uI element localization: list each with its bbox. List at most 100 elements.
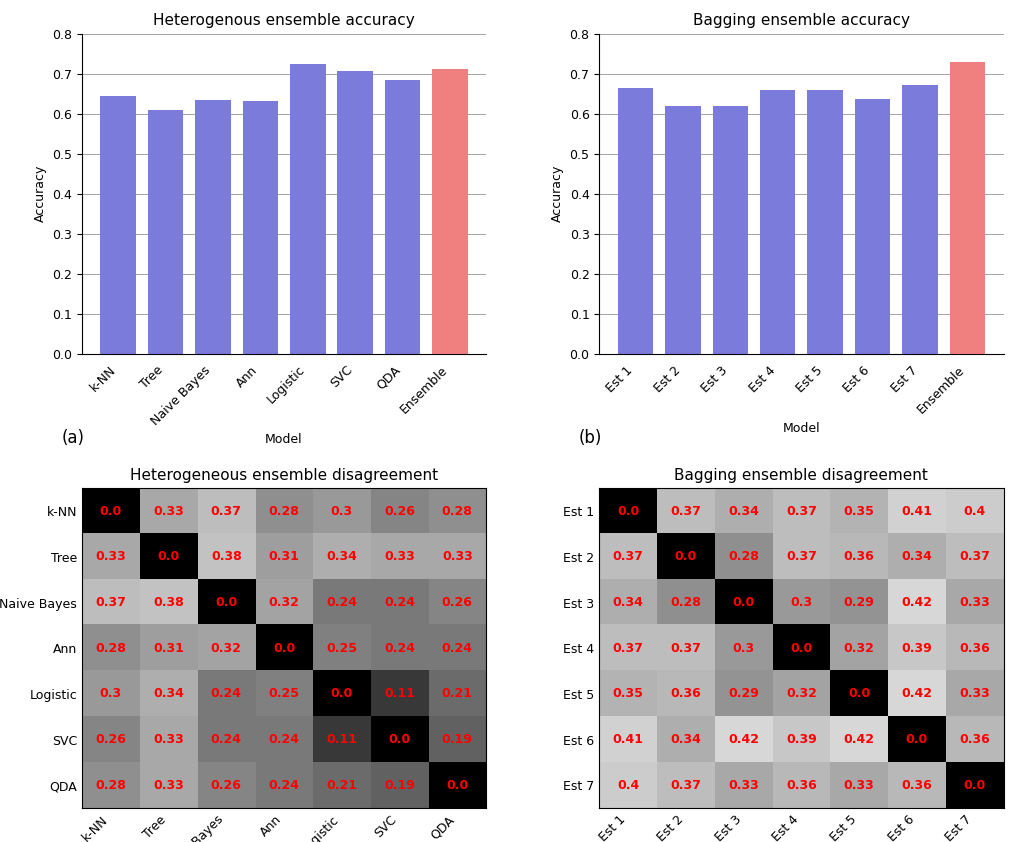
Text: (b): (b) (580, 429, 602, 447)
Text: 0.37: 0.37 (612, 642, 644, 655)
Bar (243, 100, 279, 354)
Text: 0.24: 0.24 (268, 779, 300, 792)
Text: 0.26: 0.26 (441, 596, 473, 609)
Text: 0.36: 0.36 (901, 779, 932, 792)
Bar (807, 90, 843, 354)
Text: 0.33: 0.33 (154, 779, 184, 792)
Text: 0.34: 0.34 (154, 688, 184, 701)
Text: 0.33: 0.33 (959, 688, 990, 701)
Text: 0.37: 0.37 (671, 642, 701, 655)
Text: 0.34: 0.34 (901, 551, 932, 563)
Text: 0.11: 0.11 (384, 688, 415, 701)
Text: 0.33: 0.33 (95, 551, 126, 563)
Title: Heterogeneous ensemble disagreement: Heterogeneous ensemble disagreement (130, 468, 438, 483)
Text: 0.33: 0.33 (154, 504, 184, 518)
Text: 0.24: 0.24 (327, 596, 357, 609)
Text: 0.0: 0.0 (158, 551, 179, 563)
Bar (385, 80, 420, 354)
Text: 0.34: 0.34 (671, 733, 701, 746)
Text: 0.21: 0.21 (441, 688, 473, 701)
Text: 0.0: 0.0 (215, 596, 238, 609)
Text: 0.36: 0.36 (671, 688, 701, 701)
Text: 0.37: 0.37 (671, 504, 701, 518)
Text: 0.25: 0.25 (327, 642, 357, 655)
Text: 0.33: 0.33 (442, 551, 473, 563)
Text: 0.24: 0.24 (384, 642, 415, 655)
Bar (617, 88, 653, 354)
Text: 0.24: 0.24 (211, 688, 242, 701)
Text: 0.29: 0.29 (844, 596, 874, 609)
Text: 0.32: 0.32 (211, 642, 242, 655)
Text: 0.0: 0.0 (617, 504, 639, 518)
Bar (713, 106, 749, 354)
Text: 0.26: 0.26 (95, 733, 126, 746)
Text: 0.0: 0.0 (964, 779, 986, 792)
Text: 0.28: 0.28 (95, 642, 126, 655)
Text: 0.36: 0.36 (959, 642, 990, 655)
Text: 0.0: 0.0 (388, 733, 411, 746)
Text: 0.0: 0.0 (848, 688, 870, 701)
Text: 0.31: 0.31 (268, 551, 299, 563)
Text: 0.37: 0.37 (612, 551, 644, 563)
X-axis label: Model: Model (782, 422, 820, 434)
Text: 0.4: 0.4 (617, 779, 639, 792)
Bar (290, 65, 326, 354)
Text: 0.42: 0.42 (844, 733, 874, 746)
Text: 0.3: 0.3 (791, 596, 812, 609)
Text: 0.41: 0.41 (612, 733, 644, 746)
Text: 0.39: 0.39 (786, 733, 817, 746)
Text: 0.39: 0.39 (901, 642, 932, 655)
Bar (337, 71, 373, 354)
Text: 0.42: 0.42 (901, 596, 933, 609)
Text: 0.33: 0.33 (959, 596, 990, 609)
Bar (196, 99, 230, 354)
Text: 0.38: 0.38 (211, 551, 242, 563)
Text: 0.28: 0.28 (441, 504, 473, 518)
Text: 0.33: 0.33 (844, 779, 874, 792)
Text: 0.3: 0.3 (331, 504, 353, 518)
Text: 0.24: 0.24 (441, 642, 473, 655)
Text: 0.26: 0.26 (384, 504, 415, 518)
Text: 0.24: 0.24 (384, 596, 415, 609)
Bar (147, 109, 183, 354)
Text: 0.29: 0.29 (728, 688, 759, 701)
Text: 0.24: 0.24 (268, 733, 300, 746)
Text: 0.31: 0.31 (154, 642, 184, 655)
Bar (432, 69, 468, 354)
Text: 0.33: 0.33 (154, 733, 184, 746)
Text: 0.28: 0.28 (268, 504, 299, 518)
Text: 0.33: 0.33 (728, 779, 759, 792)
Bar (902, 85, 938, 354)
Bar (855, 99, 890, 354)
Text: 0.34: 0.34 (612, 596, 644, 609)
Text: 0.32: 0.32 (844, 642, 874, 655)
Text: 0.36: 0.36 (959, 733, 990, 746)
Title: Bagging ensemble disagreement: Bagging ensemble disagreement (675, 468, 929, 483)
Text: 0.3: 0.3 (99, 688, 122, 701)
Text: 0.38: 0.38 (154, 596, 184, 609)
Text: 0.0: 0.0 (99, 504, 122, 518)
Text: 0.41: 0.41 (901, 504, 933, 518)
Text: 0.36: 0.36 (844, 551, 874, 563)
Text: 0.32: 0.32 (268, 596, 299, 609)
Text: 0.37: 0.37 (786, 504, 817, 518)
Text: 0.4: 0.4 (964, 504, 986, 518)
Text: 0.34: 0.34 (327, 551, 357, 563)
Text: 0.0: 0.0 (791, 642, 812, 655)
Text: 0.34: 0.34 (728, 504, 759, 518)
Text: 0.35: 0.35 (612, 688, 644, 701)
Text: 0.21: 0.21 (327, 779, 357, 792)
Text: 0.19: 0.19 (384, 779, 415, 792)
Text: 0.0: 0.0 (273, 642, 295, 655)
Title: Bagging ensemble accuracy: Bagging ensemble accuracy (693, 13, 910, 29)
Text: 0.19: 0.19 (441, 733, 473, 746)
Text: 0.28: 0.28 (671, 596, 701, 609)
Text: 0.37: 0.37 (786, 551, 817, 563)
Text: 0.35: 0.35 (844, 504, 874, 518)
Text: 0.0: 0.0 (446, 779, 468, 792)
Text: 0.37: 0.37 (95, 596, 126, 609)
Text: 0.28: 0.28 (728, 551, 759, 563)
Text: 0.42: 0.42 (728, 733, 759, 746)
Title: Heterogenous ensemble accuracy: Heterogenous ensemble accuracy (154, 13, 415, 29)
Text: 0.37: 0.37 (671, 779, 701, 792)
